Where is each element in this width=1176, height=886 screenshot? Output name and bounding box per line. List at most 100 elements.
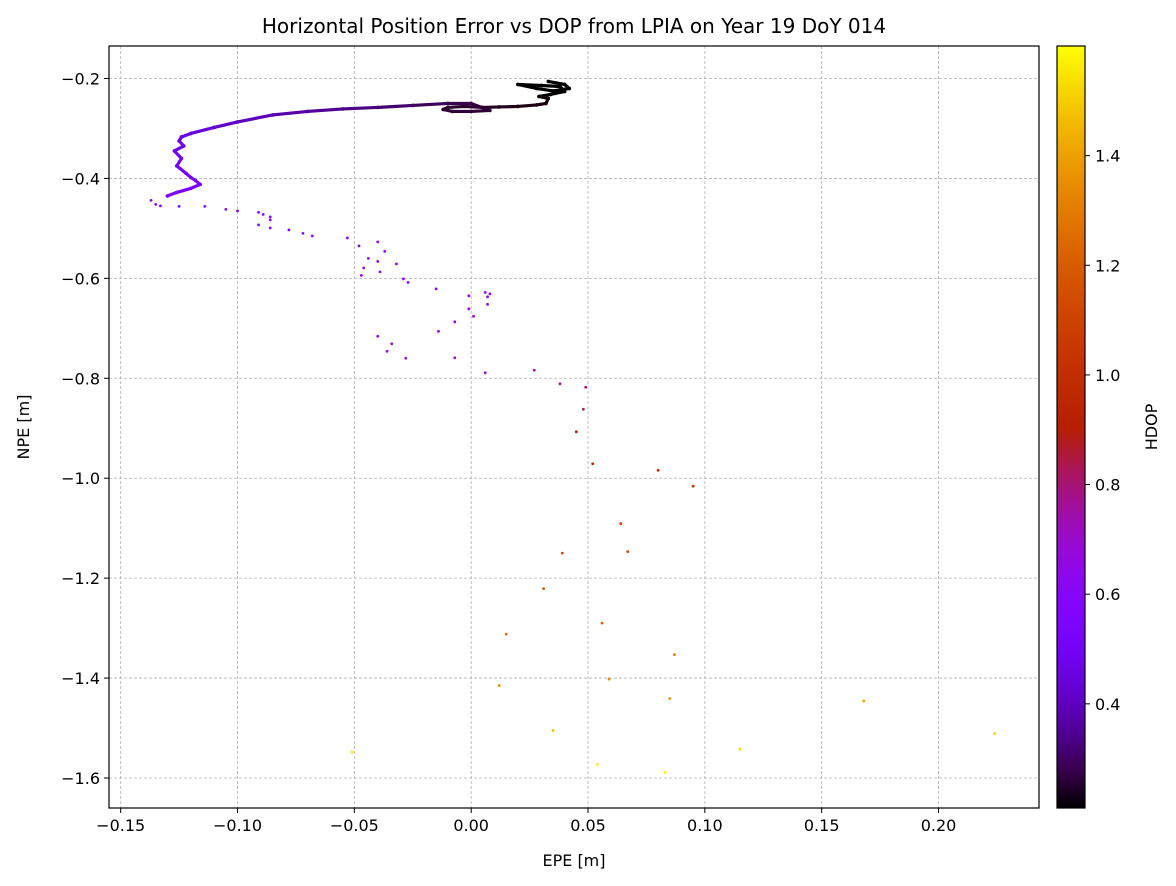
chart-title: Horizontal Position Error vs DOP from LP…: [262, 14, 886, 38]
trace-point: [441, 107, 445, 112]
colorbar-gradient: [1056, 45, 1086, 809]
trace-point: [446, 101, 450, 106]
trace-segment: [306, 107, 345, 114]
trace-segment: [411, 101, 450, 108]
trace-point: [469, 101, 473, 106]
data-point: [467, 294, 471, 298]
trace-point: [546, 79, 551, 84]
data-point: [668, 697, 672, 700]
trace-segment: [535, 86, 555, 93]
trace-segment: [376, 103, 415, 110]
trace-point: [340, 107, 345, 111]
trace-segment: [212, 120, 240, 130]
y-tick-label: −1.0: [61, 469, 100, 488]
data-point: [600, 621, 604, 625]
data-point: [488, 292, 492, 296]
trace-point: [539, 83, 544, 88]
data-point: [542, 587, 546, 591]
data-point: [467, 307, 471, 311]
data-point: [574, 430, 578, 434]
data-point: [486, 302, 489, 306]
data-point: [558, 382, 562, 386]
data-point: [472, 314, 475, 318]
colorbar-tick-label: 1.0: [1095, 366, 1120, 385]
data-point: [395, 262, 398, 266]
trace-point: [235, 120, 240, 124]
trace-point: [462, 104, 466, 109]
data-point: [268, 215, 272, 219]
x-tick-label: 0.10: [687, 816, 723, 835]
data-layer: [149, 79, 997, 774]
trace-segment: [175, 186, 193, 195]
data-point: [366, 256, 370, 260]
data-point: [390, 342, 394, 346]
data-point: [350, 750, 354, 754]
trace-point: [165, 194, 170, 198]
trace-segment: [546, 79, 567, 87]
data-point: [404, 356, 408, 360]
data-point: [993, 732, 997, 735]
data-point: [453, 356, 457, 360]
trace-point: [375, 105, 380, 110]
x-tick-label: −0.15: [96, 816, 145, 835]
trace-point: [469, 109, 473, 114]
data-point: [261, 212, 265, 216]
x-tick-label: 0.05: [570, 816, 606, 835]
colorbar-ticks: 0.4 0.6 0.8 1.0 1.2 1.4: [1085, 147, 1120, 714]
trace-point: [544, 101, 548, 106]
data-point: [656, 468, 660, 472]
data-point: [437, 329, 440, 333]
data-point: [224, 207, 228, 211]
data-point: [376, 334, 380, 338]
data-point: [268, 218, 272, 222]
y-tick-label: −1.2: [61, 569, 100, 588]
data-point: [385, 349, 389, 353]
data-point: [159, 204, 162, 208]
data-point: [673, 653, 676, 657]
trace-point: [181, 144, 186, 148]
colorbar-tick-label: 1.2: [1095, 256, 1120, 275]
x-tick-label: −0.10: [213, 816, 262, 835]
x-tick-label: 0.00: [453, 816, 489, 835]
data-point: [486, 295, 489, 299]
trace-point: [534, 86, 539, 91]
data-point: [691, 484, 695, 488]
trace-segment: [270, 109, 310, 117]
trace-point: [172, 149, 177, 153]
trace-point: [174, 190, 179, 195]
x-tick-label: 0.20: [921, 816, 957, 835]
trace-segment: [235, 113, 275, 124]
data-point: [504, 632, 508, 636]
trace-point: [562, 82, 567, 87]
data-point: [177, 204, 181, 208]
data-point: [581, 407, 585, 411]
trace-point: [305, 109, 310, 114]
y-axis-ticks: −0.2 −0.4 −0.6 −0.8 −1.0 −1.2 −1.4 −1.6: [61, 69, 109, 788]
trace-point: [546, 96, 551, 101]
data-point: [532, 368, 536, 372]
y-tick-label: −0.2: [61, 69, 100, 88]
x-tick-label: −0.05: [330, 816, 379, 835]
data-point: [483, 290, 487, 294]
data-point: [663, 771, 667, 774]
data-point: [626, 550, 630, 554]
trace-point: [184, 171, 188, 176]
x-axis-label: EPE [m]: [542, 851, 605, 870]
data-point: [607, 677, 611, 681]
y-tick-label: −1.6: [61, 769, 100, 788]
trace-point: [446, 105, 450, 110]
data-point: [345, 236, 349, 240]
x-axis-ticks: −0.15 −0.10 −0.05 0.00 0.05 0.10 0.15 0.20: [96, 808, 956, 835]
data-point: [236, 209, 239, 213]
trace-point: [534, 103, 539, 107]
data-point: [287, 228, 291, 232]
data-point: [595, 763, 599, 766]
trace-point: [537, 94, 541, 99]
data-point: [738, 747, 742, 751]
y-tick-label: −0.4: [61, 169, 100, 188]
y-axis-label: NPE [m]: [14, 395, 33, 460]
data-point: [434, 287, 438, 291]
data-point: [310, 234, 314, 238]
trace-point: [450, 109, 455, 114]
